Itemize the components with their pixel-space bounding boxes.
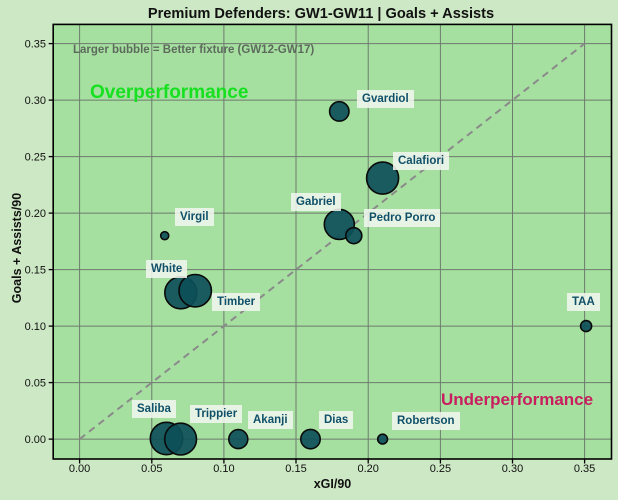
svg-text:0.20: 0.20 bbox=[25, 208, 46, 220]
svg-text:0.00: 0.00 bbox=[69, 463, 90, 475]
svg-text:0.35: 0.35 bbox=[574, 463, 595, 475]
svg-text:0.05: 0.05 bbox=[141, 463, 162, 475]
svg-text:0.10: 0.10 bbox=[213, 463, 234, 475]
svg-text:0.20: 0.20 bbox=[357, 463, 378, 475]
svg-text:0.30: 0.30 bbox=[25, 95, 46, 107]
svg-text:0.15: 0.15 bbox=[25, 265, 46, 277]
svg-text:0.10: 0.10 bbox=[25, 321, 46, 333]
svg-text:0.30: 0.30 bbox=[502, 463, 523, 475]
svg-text:0.05: 0.05 bbox=[25, 378, 46, 390]
svg-text:0.35: 0.35 bbox=[25, 39, 46, 51]
svg-text:0.15: 0.15 bbox=[285, 463, 306, 475]
svg-text:0.25: 0.25 bbox=[430, 463, 451, 475]
svg-text:0.25: 0.25 bbox=[25, 152, 46, 164]
svg-text:0.00: 0.00 bbox=[25, 434, 46, 446]
